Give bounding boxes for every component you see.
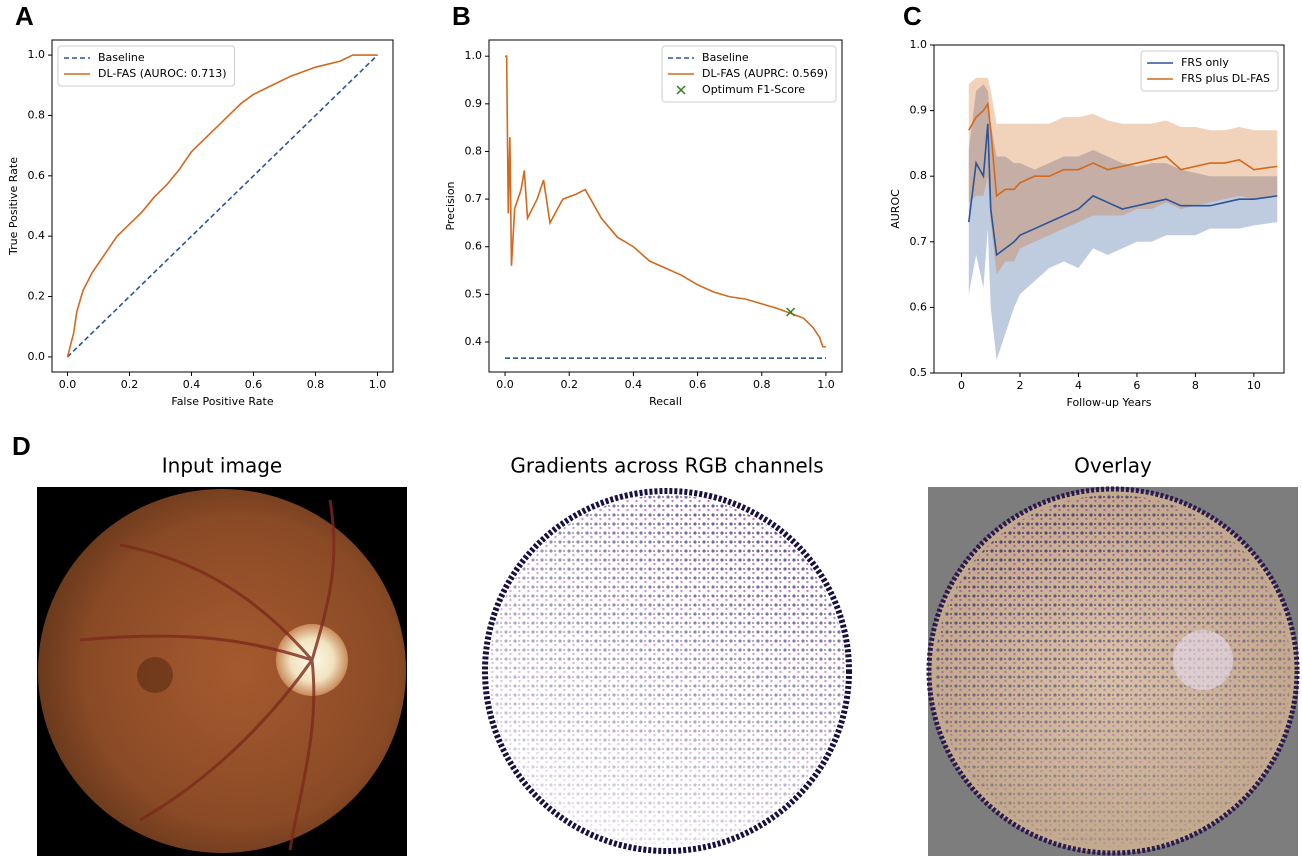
y-tick-label: 0.9 <box>910 104 928 117</box>
legend-label: FRS plus DL-FAS <box>1181 72 1270 85</box>
y-tick-label: 0.0 <box>28 350 46 363</box>
panel-label: D <box>12 431 31 461</box>
x-tick-label: 4 <box>1075 379 1082 392</box>
x-tick-label: 0.6 <box>245 378 263 391</box>
legend-label: DL-FAS (AUROC: 0.713) <box>98 67 227 80</box>
x-tick-label: 10 <box>1247 379 1261 392</box>
input-image <box>37 487 407 856</box>
x-tick-label: 0.8 <box>307 378 325 391</box>
plot-frame <box>51 39 394 373</box>
panel-label: B <box>452 1 471 31</box>
plot-frame <box>933 44 1285 374</box>
x-tick-label: 0.6 <box>689 378 707 391</box>
y-tick-label: 0.6 <box>28 169 46 182</box>
legend: Baseline DL-FAS (AUROC: 0.713) <box>57 45 236 87</box>
y-axis-label: Precision <box>444 181 457 230</box>
legend-label: DL-FAS (AUPRC: 0.569) <box>702 67 828 80</box>
y-tick-label: 0.7 <box>910 235 928 248</box>
gradient-image <box>482 487 853 856</box>
legend-label: Baseline <box>98 51 145 64</box>
y-tick-label: 0.5 <box>465 287 483 300</box>
y-tick-label: 0.4 <box>465 335 483 348</box>
x-axis-label: False Positive Rate <box>171 395 273 408</box>
legend: FRS only FRS plus DL-FAS <box>1140 50 1279 92</box>
x-tick-label: 6 <box>1133 379 1140 392</box>
y-tick-label: 0.6 <box>910 300 928 313</box>
x-tick-label: 1.0 <box>817 378 835 391</box>
y-tick-label: 0.8 <box>465 144 483 157</box>
x-tick-label: 0.8 <box>753 378 771 391</box>
x-tick-label: 0.4 <box>625 378 643 391</box>
legend-marker <box>676 85 686 95</box>
series-line <box>505 55 826 348</box>
plot-frame <box>488 39 843 373</box>
y-tick-label: 1.0 <box>28 48 46 61</box>
series-line <box>66 54 378 358</box>
overlay-image <box>926 486 1300 856</box>
marker <box>786 307 796 317</box>
y-axis-label: True Positive Rate <box>7 157 20 256</box>
legend-box <box>1140 50 1279 92</box>
image-title: Input image <box>162 454 282 478</box>
legend: Baseline DL-FAS (AUPRC: 0.569) Optimum F1-… <box>661 45 837 103</box>
y-tick-label: 0.8 <box>910 169 928 182</box>
legend-label: Optimum F1-Score <box>702 83 805 96</box>
x-tick-label: 2 <box>1016 379 1023 392</box>
y-axis-label: AUROC <box>889 189 902 229</box>
confidence-band <box>968 77 1278 275</box>
y-tick-label: 0.7 <box>465 192 483 205</box>
x-tick-label: 0.4 <box>183 378 201 391</box>
x-tick-label: 0.2 <box>560 378 578 391</box>
x-axis-label: Follow-up Years <box>1067 396 1152 409</box>
confidence-band <box>968 84 1278 360</box>
legend-label: FRS only <box>1181 56 1229 69</box>
x-tick-label: 1.0 <box>369 378 387 391</box>
y-tick-label: 0.5 <box>910 366 928 379</box>
x-tick-label: 0 <box>958 379 965 392</box>
legend-label: Baseline <box>702 51 749 64</box>
x-axis-label: Recall <box>649 395 682 408</box>
panel-label: C <box>903 1 922 31</box>
y-tick-label: 0.2 <box>28 290 46 303</box>
x-tick-label: 0.0 <box>59 378 77 391</box>
y-tick-label: 0.8 <box>28 108 46 121</box>
y-tick-label: 1.0 <box>910 38 928 51</box>
series-line <box>66 54 379 358</box>
y-tick-label: 0.9 <box>465 97 483 110</box>
x-tick-label: 0.2 <box>121 378 139 391</box>
legend-box <box>661 45 837 103</box>
panel-label: A <box>15 1 34 31</box>
legend-box <box>57 45 236 87</box>
x-tick-label: 0.0 <box>496 378 514 391</box>
image-title: Overlay <box>1074 454 1152 478</box>
y-tick-label: 1.0 <box>465 49 483 62</box>
image-title: Gradients across RGB channels <box>510 454 823 478</box>
series-line <box>968 101 1278 198</box>
y-tick-label: 0.4 <box>28 229 46 242</box>
x-tick-label: 8 <box>1192 379 1199 392</box>
series-line <box>968 123 1278 257</box>
y-tick-label: 0.6 <box>465 240 483 253</box>
